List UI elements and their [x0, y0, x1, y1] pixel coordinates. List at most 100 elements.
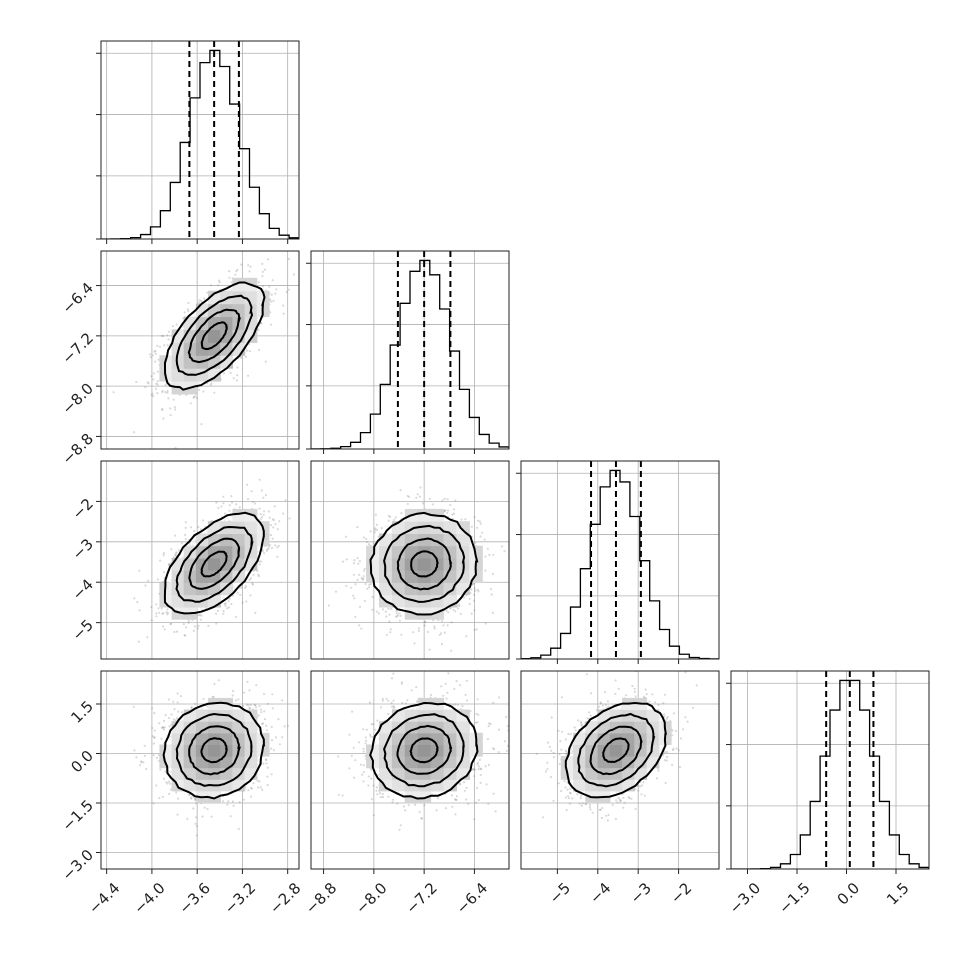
sample-point [418, 495, 422, 498]
sample-point [369, 582, 372, 586]
sample-point [257, 575, 260, 578]
sample-point [249, 265, 252, 268]
sample-point [458, 604, 461, 607]
sample-point [169, 622, 172, 626]
contour-level-0 [163, 511, 265, 615]
sample-point [476, 588, 479, 592]
sample-point [457, 603, 460, 606]
sample-point [206, 291, 209, 294]
sample-point [360, 576, 363, 580]
contour-fill [165, 282, 265, 390]
sample-point [251, 583, 254, 586]
sample-point [149, 356, 152, 359]
sample-point [452, 608, 455, 611]
sample-point [389, 628, 392, 631]
sample-point [269, 298, 272, 301]
sample-point [232, 689, 235, 693]
sample-point [170, 548, 173, 551]
sample-point [257, 573, 260, 576]
sample-point [474, 589, 477, 592]
sample-point [226, 607, 229, 610]
sample-point [174, 553, 177, 556]
sample-point [175, 323, 178, 326]
sample-point [238, 506, 241, 509]
sample-point [159, 559, 162, 562]
sample-point [213, 391, 216, 394]
sample-point [472, 582, 475, 585]
sample-point [441, 499, 444, 502]
sample-point [282, 312, 285, 315]
sample-point [341, 560, 345, 563]
sample-point [399, 489, 402, 492]
sample-point [240, 356, 243, 359]
sample-point [473, 587, 476, 590]
sample-point [173, 708, 176, 711]
sample-point [161, 625, 165, 628]
sample-point [375, 523, 378, 526]
sample-point [452, 508, 456, 511]
sample-point [184, 533, 187, 537]
sample-point [202, 519, 205, 522]
sample-point [350, 586, 353, 589]
sample-point [444, 509, 447, 512]
sample-point [271, 518, 274, 521]
sample-point [276, 555, 279, 558]
panel-2-1 [310, 460, 510, 660]
sample-point [371, 595, 374, 599]
sample-point [263, 552, 266, 555]
sample-point [217, 279, 221, 282]
sample-point [489, 588, 493, 591]
sample-point [274, 523, 277, 526]
sample-point [250, 490, 253, 493]
sample-point [369, 530, 372, 533]
sample-point [389, 515, 392, 519]
sample-point [374, 513, 377, 516]
sample-point [491, 572, 494, 576]
sample-point [366, 540, 369, 544]
sample-point [364, 582, 367, 586]
sample-point [442, 624, 445, 627]
sample-point [153, 350, 156, 353]
sample-point [417, 627, 421, 630]
sample-point [248, 270, 251, 273]
sample-point [167, 330, 170, 333]
sample-point [161, 407, 164, 411]
sample-point [258, 507, 261, 510]
sample-point [174, 534, 177, 537]
sample-point [358, 605, 362, 609]
sample-point [260, 322, 263, 325]
sample-point [478, 520, 482, 523]
sample-point [244, 585, 247, 588]
sample-point [251, 500, 254, 504]
sample-point [224, 602, 227, 605]
sample-point [154, 349, 157, 353]
sample-point [155, 612, 158, 615]
sample-point [222, 495, 225, 498]
sample-point [428, 497, 431, 500]
sample-point [166, 390, 169, 393]
sample-point [174, 408, 177, 411]
sample-point [352, 594, 355, 597]
panel-content [311, 251, 509, 449]
sample-point [249, 577, 253, 580]
sample-point [251, 582, 254, 585]
sample-point [193, 529, 196, 533]
sample-point [144, 386, 147, 389]
sample-point [354, 615, 357, 618]
sample-point [210, 815, 213, 818]
sample-point [273, 505, 276, 508]
sample-point [470, 612, 473, 615]
sample-point [468, 597, 471, 600]
panel-content [101, 251, 299, 449]
sample-point [417, 629, 420, 633]
sample-point [274, 544, 277, 547]
sample-point [163, 344, 166, 347]
sample-point [454, 610, 457, 613]
sample-point [288, 517, 291, 520]
sample-point [156, 344, 159, 347]
sample-point [265, 549, 268, 552]
contour-fill [164, 512, 264, 614]
sample-point [356, 526, 359, 529]
sample-point [263, 710, 266, 713]
